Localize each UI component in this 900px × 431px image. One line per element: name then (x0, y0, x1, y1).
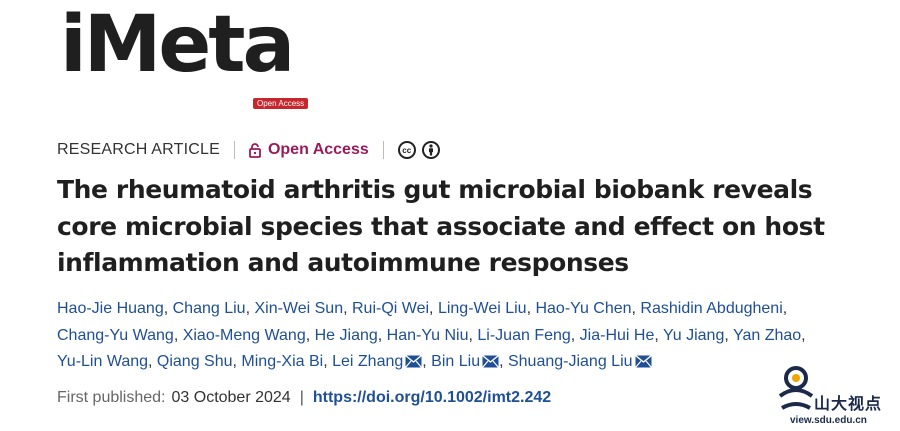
author-name: Ling-Wei Liu (437, 300, 527, 317)
divider (233, 141, 235, 159)
author-separator: , (232, 353, 242, 370)
cc-icon[interactable]: cc (397, 141, 416, 159)
author-link[interactable]: Qiang Shu (157, 353, 233, 370)
author-list: Hao-Jie Huang, Chang Liu, Xin-Wei Sun, R… (57, 296, 847, 376)
author-separator: , (724, 326, 733, 344)
watermark: 山大视点 view.sdu.edu.cn (770, 360, 896, 428)
author-link[interactable]: Shuang-Jiang Liu (508, 353, 652, 370)
author-name: Xiao-Meng Wang (182, 326, 306, 344)
doi-link[interactable]: https://doi.org/10.1002/imt2.242 (312, 389, 552, 406)
author-name: Yu Jiang (662, 326, 725, 344)
author-name: Xin-Wei Sun (254, 300, 344, 317)
author-link[interactable]: Lei Zhang (332, 351, 423, 370)
divider: | (299, 389, 304, 406)
license-icons[interactable]: cc (397, 141, 440, 159)
published-date: 03 October 2024 (171, 389, 291, 406)
author-separator: , (801, 326, 806, 344)
author-separator: , (343, 300, 352, 317)
author-link[interactable]: Yu Jiang (663, 327, 724, 344)
author-separator: , (429, 300, 438, 317)
author-link[interactable]: Chang-Yu Wang (57, 327, 174, 344)
author-separator: , (782, 300, 788, 317)
author-separator: , (631, 300, 641, 317)
author-name: He Jiang (314, 326, 378, 344)
article-title: The rheumatoid arthritis gut microbial b… (57, 175, 825, 277)
article-meta-row: RESEARCH ARTICLE Open Access cc (57, 140, 440, 160)
open-access-link[interactable]: Open Access (249, 141, 369, 159)
author-link[interactable]: Hao-Jie Huang (57, 300, 164, 317)
watermark-text: 山大视点 (814, 396, 883, 413)
author-name: Ming-Xia Bi (241, 353, 324, 370)
author-separator: , (148, 353, 157, 370)
author-link[interactable]: Jia-Hui He (580, 327, 655, 344)
author-name: Hao-Jie Huang (57, 300, 164, 317)
author-link[interactable]: Xiao-Meng Wang (183, 327, 306, 344)
author-link[interactable]: Rui-Qi Wei (352, 300, 429, 317)
author-link[interactable]: Ling-Wei Liu (438, 300, 527, 317)
author-name: Li-Juan Feng (477, 326, 571, 344)
author-separator: , (570, 326, 580, 344)
author-link[interactable]: Bin Liu (431, 351, 500, 370)
journal-logo[interactable]: iMeta Open Access (60, 6, 310, 112)
author-name: Han-Yu Niu (386, 326, 469, 344)
author-name: Rashidin Abdugheni (640, 300, 783, 317)
publication-info: First published: 03 October 2024 | https… (57, 389, 551, 407)
author-link[interactable]: Yan Zhao (733, 327, 801, 344)
author-separator: , (422, 353, 432, 370)
eye-logo-icon (778, 366, 814, 410)
author-separator: , (163, 300, 173, 317)
email-icon[interactable] (405, 351, 423, 368)
article-type: RESEARCH ARTICLE (57, 141, 220, 158)
author-link[interactable]: Han-Yu Niu (387, 327, 469, 344)
unlock-icon (249, 142, 261, 158)
email-icon[interactable] (634, 351, 652, 368)
author-link[interactable]: Yu-Lin Wang (57, 353, 148, 370)
author-link[interactable]: Xin-Wei Sun (254, 300, 343, 317)
author-name: Hao-Yu Chen (535, 300, 632, 317)
author-separator: , (526, 300, 536, 317)
logo-open-access-badge: Open Access (253, 98, 309, 109)
author-link[interactable]: Li-Juan Feng (477, 327, 570, 344)
author-separator: , (245, 300, 255, 317)
email-icon[interactable] (482, 351, 500, 368)
author-name: Lei Zhang (332, 353, 404, 370)
author-separator: , (323, 353, 333, 370)
attribution-icon[interactable] (421, 141, 440, 159)
author-name: Shuang-Jiang Liu (507, 353, 633, 370)
author-name: Chang-Yu Wang (57, 326, 174, 344)
author-separator: , (305, 326, 315, 344)
author-link[interactable]: He Jiang (315, 327, 378, 344)
watermark-url: view.sdu.edu.cn (790, 415, 867, 426)
open-access-label: Open Access (267, 141, 369, 158)
author-separator: , (499, 353, 508, 370)
author-name: Qiang Shu (156, 353, 233, 370)
author-name: Jia-Hui He (579, 326, 655, 344)
author-name: Chang Liu (172, 300, 246, 317)
author-name: Yu-Lin Wang (57, 353, 149, 370)
author-name: Bin Liu (431, 353, 481, 370)
logo-text: iMeta (60, 0, 295, 90)
author-separator: , (377, 326, 387, 344)
author-link[interactable]: Ming-Xia Bi (241, 353, 323, 370)
divider (382, 141, 384, 159)
author-separator: , (173, 326, 183, 344)
author-link[interactable]: Hao-Yu Chen (535, 300, 631, 317)
author-link[interactable]: Rashidin Abdugheni (640, 300, 782, 317)
author-link[interactable]: Chang Liu (173, 300, 246, 317)
author-name: Yan Zhao (732, 326, 802, 344)
author-separator: , (654, 326, 663, 344)
first-published-label: First published: (57, 389, 166, 406)
author-separator: , (468, 326, 478, 344)
author-name: Rui-Qi Wei (352, 300, 430, 317)
